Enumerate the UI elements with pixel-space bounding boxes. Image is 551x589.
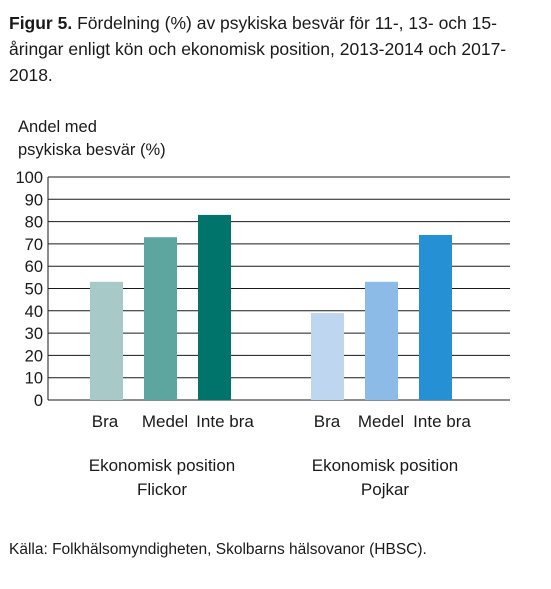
source-note: Källa: Folkhälsomyndigheten, Skolbarns h… <box>9 541 427 558</box>
group-label-2-line-1: Ekonomisk position <box>312 456 458 475</box>
category-label-2-3: Inte bra <box>413 412 471 431</box>
bar-1-inte-bra <box>198 214 231 400</box>
bar-2-inte-bra <box>419 234 452 400</box>
figure-caption: Fördelning (%) av psykiska besvär för 11… <box>9 13 507 85</box>
y-axis-label-line-2: psykiska besvär (%) <box>18 141 166 159</box>
y-axis-label: Andel med psykiska besvär (%) <box>18 116 166 162</box>
category-label-2-1: Bra <box>314 412 341 431</box>
group-label-1-line-1: Ekonomisk position <box>89 456 235 475</box>
bar-2-bra <box>311 313 344 400</box>
category-label-1-3: Inte bra <box>196 412 254 431</box>
category-label-2-2: Medel <box>358 412 404 431</box>
category-label-1-1: Bra <box>92 412 119 431</box>
bar-2-medel <box>365 281 398 400</box>
y-tick-label-60: 60 <box>25 258 43 276</box>
figure-title: Figur 5. Fördelning (%) av psykiska besv… <box>9 10 539 88</box>
y-tick-label-30: 30 <box>25 325 43 343</box>
bar-1-medel <box>144 237 177 400</box>
figure-label: Figur 5. <box>9 13 73 33</box>
y-tick-label-70: 70 <box>25 236 43 254</box>
bar-1-bra <box>90 281 123 400</box>
y-tick-label-80: 80 <box>25 214 43 232</box>
y-tick-label-10: 10 <box>25 370 43 388</box>
y-axis-label-line-1: Andel med <box>18 118 97 136</box>
y-tick-label-40: 40 <box>25 303 43 321</box>
y-tick-label-20: 20 <box>25 347 43 365</box>
y-tick-label-100: 100 <box>15 169 43 187</box>
y-tick-label-0: 0 <box>34 392 43 410</box>
y-tick-label-50: 50 <box>25 281 43 299</box>
category-label-1-2: Medel <box>142 412 188 431</box>
y-tick-label-90: 90 <box>25 191 43 209</box>
group-label-1-line-2: Flickor <box>137 480 187 499</box>
group-label-2-line-2: Pojkar <box>361 480 410 499</box>
